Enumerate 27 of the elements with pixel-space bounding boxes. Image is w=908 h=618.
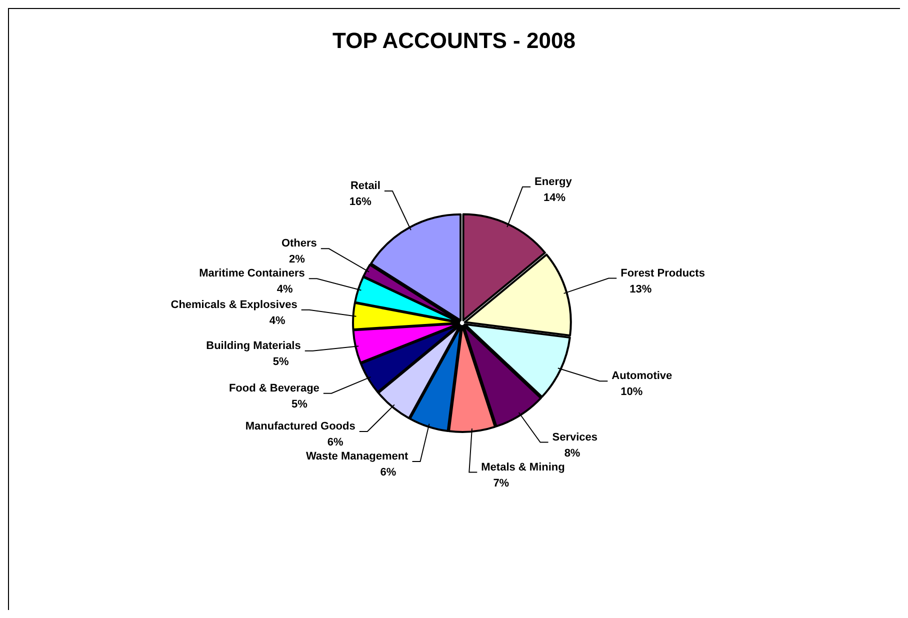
data-label: 6% [380, 466, 396, 478]
slice-label: Maritime Containers [199, 268, 305, 280]
slice-label: Chemicals & Explosives [170, 298, 298, 311]
slice-label: Energy [534, 176, 573, 188]
slice-label: Food & Beverage [228, 382, 320, 394]
slice-label: Services [552, 431, 598, 444]
data-label: 2% [288, 254, 306, 266]
data-label: 14% [544, 192, 566, 204]
slice-label: Others [281, 238, 317, 250]
slice-label: Forest Products [620, 267, 705, 280]
data-label: 7% [493, 477, 510, 490]
data-label: 6% [327, 436, 344, 448]
data-label: 5% [272, 356, 290, 368]
data-label: 13% [630, 283, 652, 296]
slice-label: Building Materials [206, 340, 301, 352]
slice-label: Retail [350, 180, 380, 192]
data-label: 4% [269, 314, 286, 327]
data-label: 4% [276, 284, 294, 296]
slice-label: Metals & Mining [481, 461, 565, 474]
chart-title: TOP ACCOUNTS - 2008 [332, 28, 576, 53]
slice-label: Waste Management [306, 450, 409, 462]
slice-label: Automotive [612, 370, 672, 382]
data-label: 5% [291, 398, 308, 410]
data-label: 10% [620, 386, 643, 398]
data-label: 8% [564, 447, 580, 460]
data-label: 16% [349, 196, 372, 208]
slice-label: Manufactured Goods [245, 420, 356, 432]
